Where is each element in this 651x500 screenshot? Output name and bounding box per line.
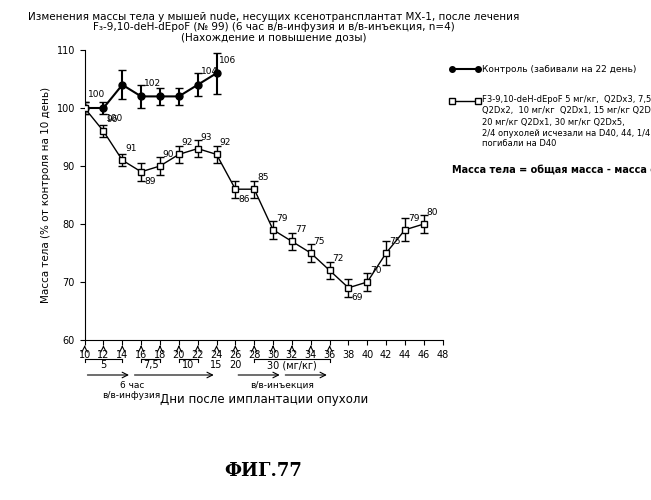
Text: 90: 90 [163,150,174,159]
Text: Контроль (забивали на 22 день): Контроль (забивали на 22 день) [482,64,636,74]
Text: 93: 93 [201,132,212,141]
Text: 102: 102 [144,78,161,88]
Text: 85: 85 [257,173,269,182]
Text: 80: 80 [426,208,438,217]
Text: 91: 91 [125,144,137,153]
Text: 20 мг/кг Q2Dx1, 30 мг/кг Q2Dx5,: 20 мг/кг Q2Dx1, 30 мг/кг Q2Dx5, [482,118,624,126]
Text: Дни после имплантации опухоли: Дни после имплантации опухоли [159,392,368,406]
Text: погибали на D40: погибали на D40 [482,140,556,148]
Text: 75: 75 [314,237,325,246]
Text: 92: 92 [182,138,193,147]
Text: F3-9,10-deH-dEpoF 5 мг/кг,  Q2Dx3, 7,5 мг/кг: F3-9,10-deH-dEpoF 5 мг/кг, Q2Dx3, 7,5 мг… [482,96,651,104]
Text: Масса тела = общая масса - масса опухоли: Масса тела = общая масса - масса опухоли [452,165,651,175]
Text: 100: 100 [106,114,124,122]
Text: 30 (мг/кг): 30 (мг/кг) [267,360,317,370]
Text: 89: 89 [144,178,156,186]
Text: (Нахождение и повышение дозы): (Нахождение и повышение дозы) [181,32,366,42]
Text: 69: 69 [352,294,363,302]
Text: 79: 79 [276,214,287,223]
Text: 5: 5 [100,360,107,370]
Text: 100: 100 [87,90,105,100]
Text: в/в-инъекция: в/в-инъекция [251,381,314,390]
Text: 10: 10 [182,360,195,370]
Text: 7,5: 7,5 [143,360,158,370]
Text: 2/4 опухолей исчезали на D40, 44, 1/4 мышей: 2/4 опухолей исчезали на D40, 44, 1/4 мы… [482,128,651,138]
Text: Q2Dx2,  10 мг/кг  Q2Dx1, 15 мг/кг Q2Dx2,: Q2Dx2, 10 мг/кг Q2Dx1, 15 мг/кг Q2Dx2, [482,106,651,116]
Text: 15: 15 [210,360,223,370]
Text: Изменения массы тела у мышей nude, несущих ксенотрансплантат МХ-1, после лечения: Изменения массы тела у мышей nude, несущ… [28,12,519,22]
Text: 70: 70 [370,266,381,275]
Text: 79: 79 [408,214,419,223]
Y-axis label: Масса тела (% от контроля на 10 день): Масса тела (% от контроля на 10 день) [41,87,51,303]
Text: 6 час
в/в-инфузия: 6 час в/в-инфузия [103,381,161,400]
Text: 104: 104 [201,67,217,76]
Text: ФИГ.77: ФИГ.77 [225,462,303,480]
Text: 75: 75 [389,237,400,246]
Text: 106: 106 [219,56,236,64]
Text: 77: 77 [295,226,306,234]
Text: 20: 20 [229,360,242,370]
Text: F₃-9,10-deH-dEpoF (№ 99) (6 час в/в-инфузия и в/в-инъекция, n=4): F₃-9,10-deH-dEpoF (№ 99) (6 час в/в-инфу… [92,22,454,32]
Text: 92: 92 [219,138,230,147]
Text: 86: 86 [238,194,250,203]
Text: 96: 96 [106,115,118,124]
Text: 72: 72 [333,254,344,264]
